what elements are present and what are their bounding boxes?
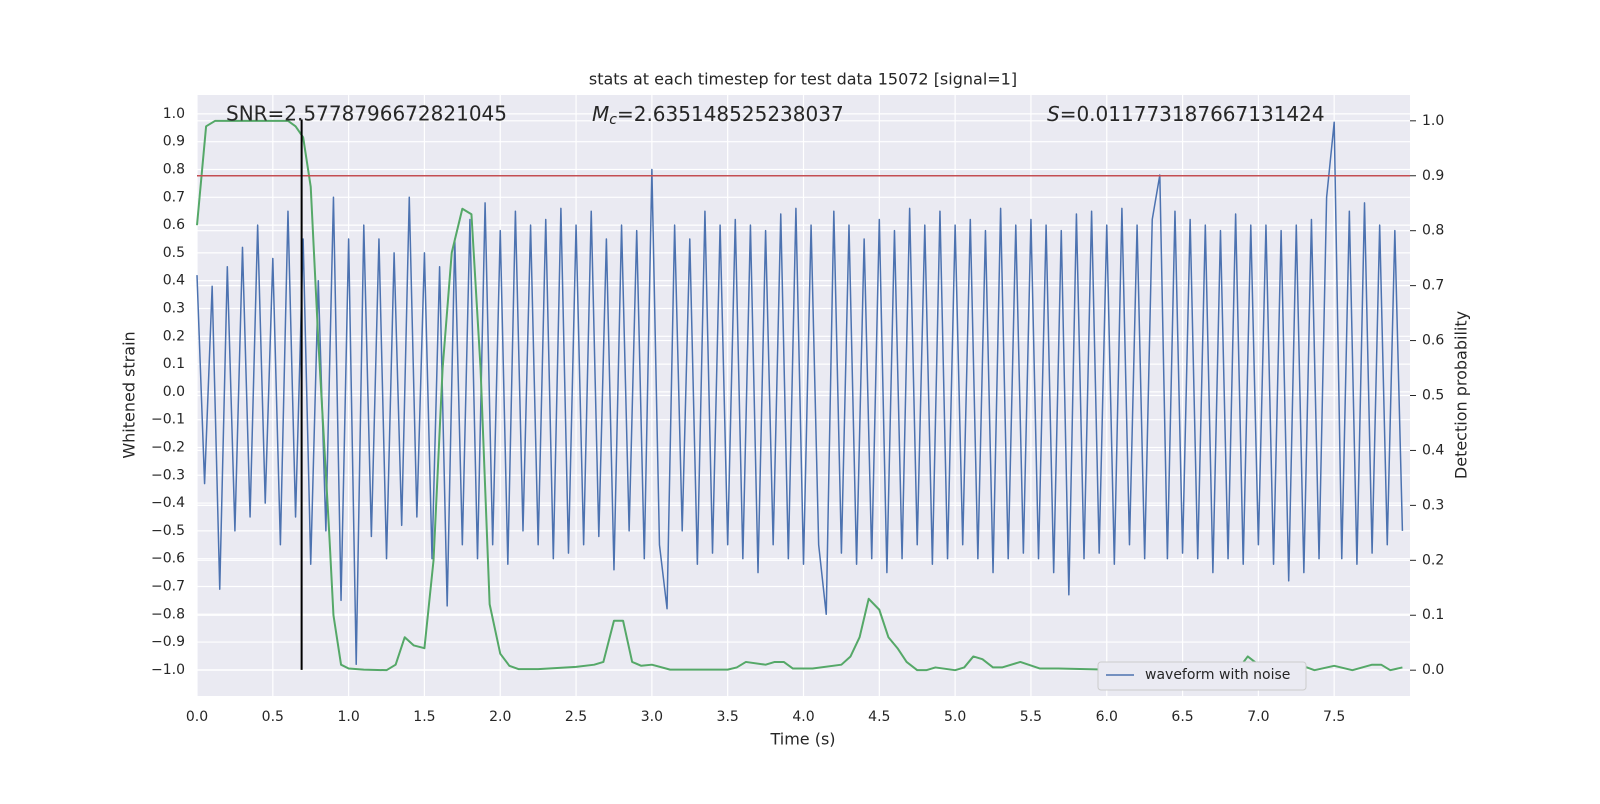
s-annotation: S=0.011773187667131424: [1047, 102, 1325, 126]
y-tick-label: −0.9: [151, 634, 185, 650]
y2-tick-label: 0.3: [1422, 497, 1444, 513]
y-tick-label: −1.0: [151, 662, 185, 678]
mc-value: =2.635148525238037: [617, 102, 844, 126]
y-tick-label: 0.6: [163, 217, 185, 233]
x-tick-label: 4.0: [792, 709, 814, 725]
x-tick-label: 2.0: [489, 709, 511, 725]
x-tick-label: 2.5: [565, 709, 587, 725]
y2-tick-label: 0.5: [1422, 388, 1444, 404]
y2-tick-label: 0.1: [1422, 607, 1444, 623]
y2-tick-label: 0.7: [1422, 278, 1444, 294]
y2-tick-label: 0.6: [1422, 333, 1444, 349]
y-tick-label: −0.1: [151, 412, 185, 428]
y-tick-label: −0.2: [151, 439, 185, 455]
y-tick-label: −0.3: [151, 467, 185, 483]
x-tick-label: 0.5: [262, 709, 284, 725]
y2-tick-label: 0.0: [1422, 662, 1444, 678]
legend-label: waveform with noise: [1145, 667, 1290, 683]
snr-annotation: SNR=2.5778796672821045: [226, 102, 507, 126]
x-axis-label: Time (s): [769, 730, 835, 749]
y2-axis-label: Detection probability: [1452, 311, 1471, 479]
y-tick-label: 0.3: [163, 300, 185, 316]
y-tick-label: 0.8: [163, 161, 185, 177]
mc-annotation: Mc=2.635148525238037: [592, 102, 844, 129]
x-tick-label: 7.0: [1247, 709, 1269, 725]
y2-tick-label: 0.4: [1422, 442, 1444, 458]
legend-box: [1097, 661, 1307, 691]
waveform-line: [196, 121, 1404, 666]
y-tick-label: −0.7: [151, 578, 185, 594]
y2-tick-label: 0.2: [1422, 552, 1444, 568]
y-axis-label: Whitened strain: [120, 331, 139, 458]
y2-tick-label: 1.0: [1422, 113, 1444, 129]
y-tick-label: 0.0: [163, 384, 185, 400]
x-tick-label: 3.0: [641, 709, 663, 725]
y-tick-label: 0.9: [163, 134, 185, 150]
x-tick-label: 1.5: [413, 709, 435, 725]
y-tick-label: −0.5: [151, 523, 185, 539]
y-tick-label: 0.5: [163, 245, 185, 261]
x-tick-label: 4.5: [868, 709, 890, 725]
x-tick-label: 6.0: [1096, 709, 1118, 725]
x-tick-label: 0.0: [186, 709, 208, 725]
y2-tick-label: 0.8: [1422, 223, 1444, 239]
y-tick-label: −0.4: [151, 495, 185, 511]
x-tick-label: 1.0: [337, 709, 359, 725]
mc-subscript: c: [609, 112, 617, 128]
x-tick-label: 5.0: [944, 709, 966, 725]
y-tick-label: 1.0: [163, 106, 185, 122]
y-tick-label: 0.2: [163, 328, 185, 344]
y-tick-label: 0.1: [163, 356, 185, 372]
x-tick-label: 3.5: [717, 709, 739, 725]
y-tick-label: −0.8: [151, 606, 185, 622]
y-tick-label: −0.6: [151, 551, 185, 567]
s-value: =0.011773187667131424: [1060, 102, 1325, 126]
x-tick-label: 6.5: [1171, 709, 1193, 725]
x-tick-label: 5.5: [1020, 709, 1042, 725]
y-tick-label: 0.7: [163, 189, 185, 205]
y-tick-label: 0.4: [163, 273, 185, 289]
s-symbol: S: [1047, 102, 1060, 126]
x-tick-label: 7.5: [1323, 709, 1345, 725]
y2-tick-label: 0.9: [1422, 168, 1444, 184]
chart-title: stats at each timestep for test data 150…: [589, 70, 1017, 89]
mc-symbol: M: [592, 102, 609, 126]
